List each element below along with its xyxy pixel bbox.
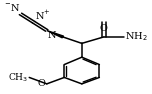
Text: $^{-}$N: $^{-}$N	[3, 2, 20, 13]
Text: O: O	[38, 79, 46, 88]
Text: NH$_2$: NH$_2$	[125, 31, 148, 43]
Polygon shape	[47, 30, 64, 38]
Text: O: O	[100, 24, 108, 33]
Text: N$^{+}$: N$^{+}$	[35, 9, 51, 22]
Text: CH$_3$: CH$_3$	[8, 71, 29, 84]
Text: N: N	[47, 31, 56, 40]
